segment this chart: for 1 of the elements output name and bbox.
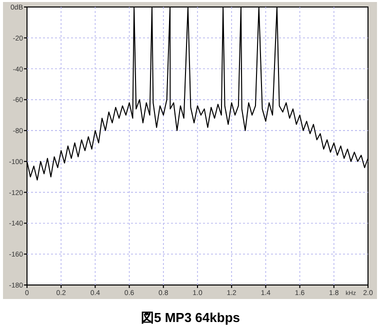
text: 図5 MP3 64kbps	[141, 310, 240, 325]
